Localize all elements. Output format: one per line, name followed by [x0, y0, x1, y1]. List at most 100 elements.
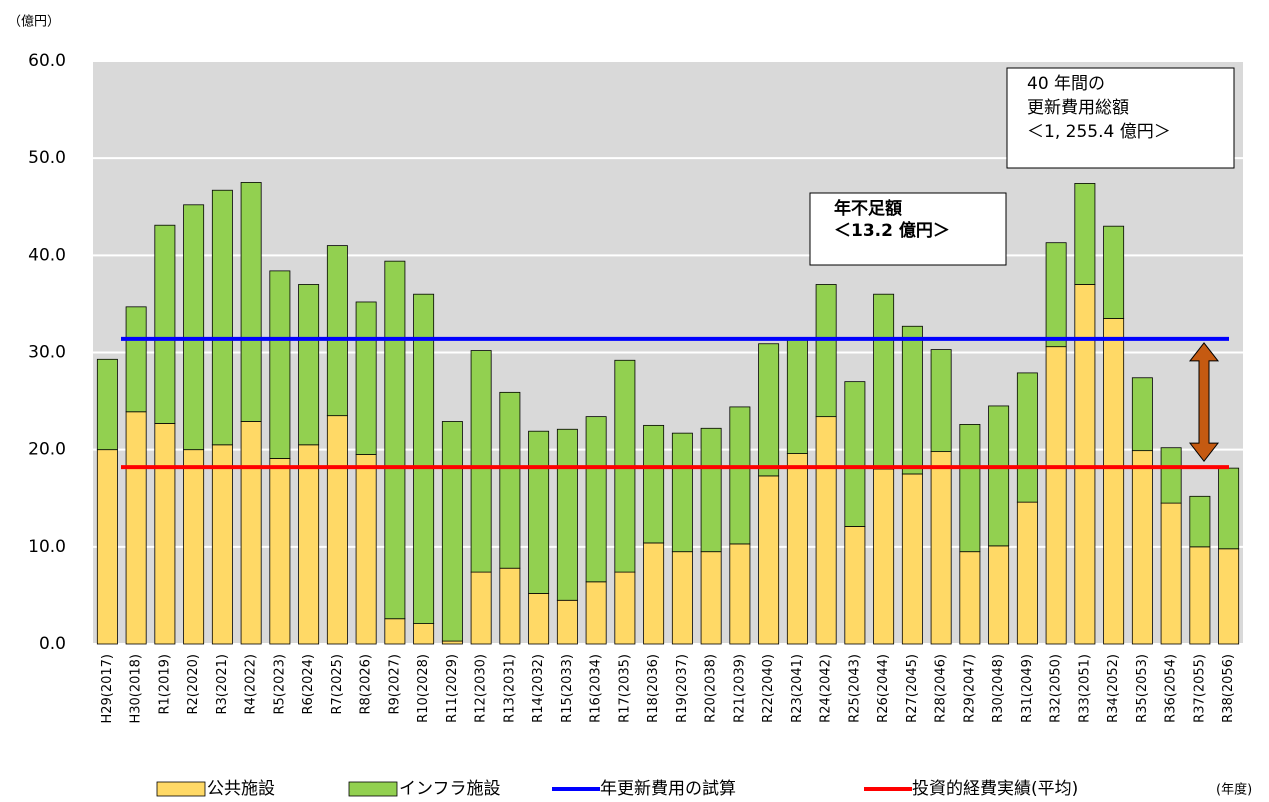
- bar-segment: [988, 545, 1010, 645]
- bar-segment: [125, 411, 147, 645]
- bar-segment: [786, 453, 808, 645]
- bar-segment: [298, 444, 320, 645]
- bar-segment: [441, 421, 463, 642]
- bar-segment: [384, 260, 406, 620]
- x-tick-label: R7(2025): [330, 654, 345, 715]
- bar-segment: [413, 293, 435, 624]
- bar-segment: [556, 428, 578, 601]
- x-tick-label: R33(2051): [1077, 654, 1092, 723]
- bar-segment: [873, 293, 895, 470]
- bar-segment: [1160, 502, 1182, 645]
- bar-segment: [758, 343, 780, 477]
- bar-segment: [528, 593, 550, 645]
- x-tick-label: H30(2018): [129, 654, 144, 724]
- x-tick-label: H29(2017): [100, 654, 115, 724]
- bar-segment: [1103, 225, 1125, 319]
- x-tick-label: R36(2054): [1164, 654, 1179, 723]
- bar-segment: [844, 526, 866, 645]
- bar-segment: [96, 449, 118, 645]
- x-tick-label: R20(2038): [704, 654, 719, 723]
- x-tick-label: R26(2044): [876, 654, 891, 723]
- bar-segment: [643, 424, 665, 544]
- x-tick-label: R12(2030): [474, 654, 489, 723]
- bar-segment: [154, 423, 176, 645]
- bar-segment: [470, 350, 492, 573]
- bar-segment: [355, 454, 377, 645]
- bar-segment: [298, 284, 320, 446]
- legend-label: 投資的経費実績(平均): [912, 779, 1078, 799]
- y-tick-label: 0.0: [39, 634, 66, 654]
- bar-segment: [269, 458, 291, 645]
- x-tick-label: R25(2043): [847, 654, 862, 723]
- bar-segment: [729, 406, 751, 545]
- bar-segment: [1218, 467, 1240, 550]
- bar-segment: [614, 571, 636, 645]
- bar-segment: [671, 432, 693, 553]
- bar-segment: [499, 567, 521, 645]
- x-tick-label: R29(2047): [962, 654, 977, 723]
- annotation-box: [809, 192, 1007, 266]
- y-unit-label: （億円）: [8, 14, 60, 30]
- x-unit-label: (年度): [1216, 782, 1252, 798]
- bar-segment: [125, 306, 147, 413]
- bar-segment: [413, 623, 435, 645]
- bar-segment: [240, 182, 262, 422]
- bar-segment: [1189, 495, 1211, 548]
- bar-segment: [1045, 242, 1067, 348]
- legend-swatch: [156, 781, 206, 797]
- x-tick-label: R2(2020): [186, 654, 201, 715]
- legend-swatch: [348, 781, 398, 797]
- annotation-text: 更新費用総額: [1027, 98, 1129, 118]
- bar-segment: [671, 551, 693, 645]
- x-tick-label: R16(2034): [589, 654, 604, 723]
- bar-segment: [326, 415, 348, 645]
- x-tick-label: R27(2045): [905, 654, 920, 723]
- x-tick-label: R32(2050): [1049, 654, 1064, 723]
- x-tick-label: R19(2037): [675, 654, 690, 723]
- bar-segment: [269, 270, 291, 459]
- bar-segment: [1103, 318, 1125, 645]
- x-tick-label: R1(2019): [157, 654, 172, 715]
- bar-segment: [211, 444, 233, 645]
- bar-segment: [901, 473, 923, 645]
- bar-segment: [183, 204, 205, 451]
- x-tick-label: R24(2042): [819, 654, 834, 723]
- y-tick-label: 10.0: [28, 537, 66, 557]
- x-tick-label: R14(2032): [531, 654, 546, 723]
- gap-arrow-shape: [1188, 342, 1220, 462]
- bar-segment: [643, 542, 665, 645]
- x-tick-label: R5(2023): [272, 654, 287, 715]
- bar-segment: [700, 551, 722, 645]
- x-tick-label: R22(2040): [761, 654, 776, 723]
- annotation-box: [1006, 67, 1235, 169]
- bar-segment: [1131, 377, 1153, 452]
- bar-segment: [700, 427, 722, 553]
- gap-arrow: [1188, 342, 1220, 462]
- annotation-text: ＜1, 255.4 億円＞: [1027, 122, 1171, 142]
- bar-segment: [585, 581, 607, 645]
- x-tick-label: R23(2041): [790, 654, 805, 723]
- annotation-text: ＜13.2 億円＞: [834, 220, 950, 241]
- bar-segment: [240, 421, 262, 645]
- bar-segment: [758, 475, 780, 645]
- bar-segment: [1131, 450, 1153, 645]
- x-tick-label: R4(2022): [244, 654, 259, 715]
- bar-segment: [1160, 447, 1182, 504]
- bar-segment: [844, 381, 866, 527]
- y-tick-label: 40.0: [28, 245, 66, 265]
- annotation-text: 年不足額: [834, 198, 902, 219]
- bar-segment: [528, 430, 550, 594]
- bar-segment: [556, 599, 578, 645]
- bar-segment: [1074, 183, 1096, 285]
- bar-segment: [988, 405, 1010, 547]
- bar-segment: [1189, 546, 1211, 645]
- bar-segment: [786, 338, 808, 454]
- bar-segment: [959, 551, 981, 645]
- bar-segment: [1045, 346, 1067, 645]
- bar-segment: [930, 451, 952, 645]
- bar-segment: [326, 245, 348, 417]
- x-tick-label: R15(2033): [560, 654, 575, 723]
- x-tick-label: R34(2052): [1106, 654, 1121, 723]
